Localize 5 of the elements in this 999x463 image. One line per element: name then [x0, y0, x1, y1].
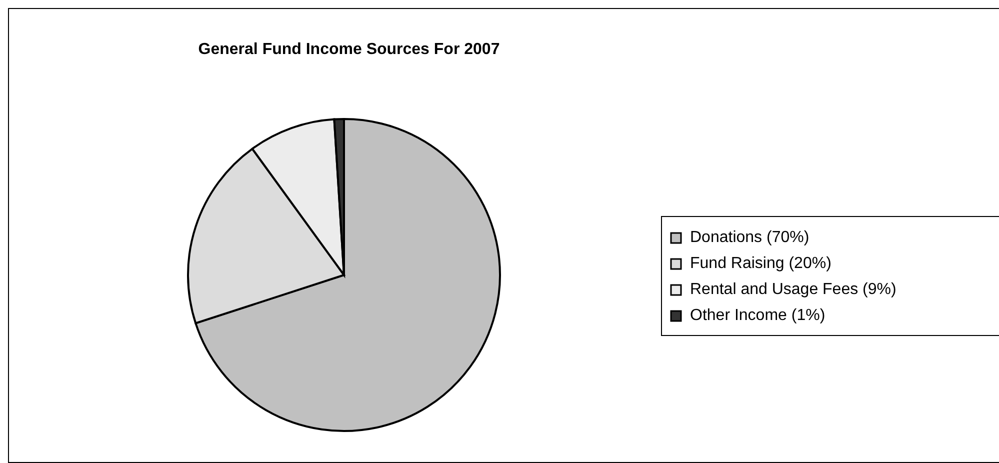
legend-label: Other Income (1%)	[690, 307, 826, 325]
legend-label: Rental and Usage Fees (9%)	[690, 281, 896, 299]
chart-title: General Fund Income Sources For 2007	[197, 41, 501, 59]
legend-label: Donations (70%)	[690, 229, 810, 247]
legend-label: Fund Raising (20%)	[690, 255, 832, 273]
